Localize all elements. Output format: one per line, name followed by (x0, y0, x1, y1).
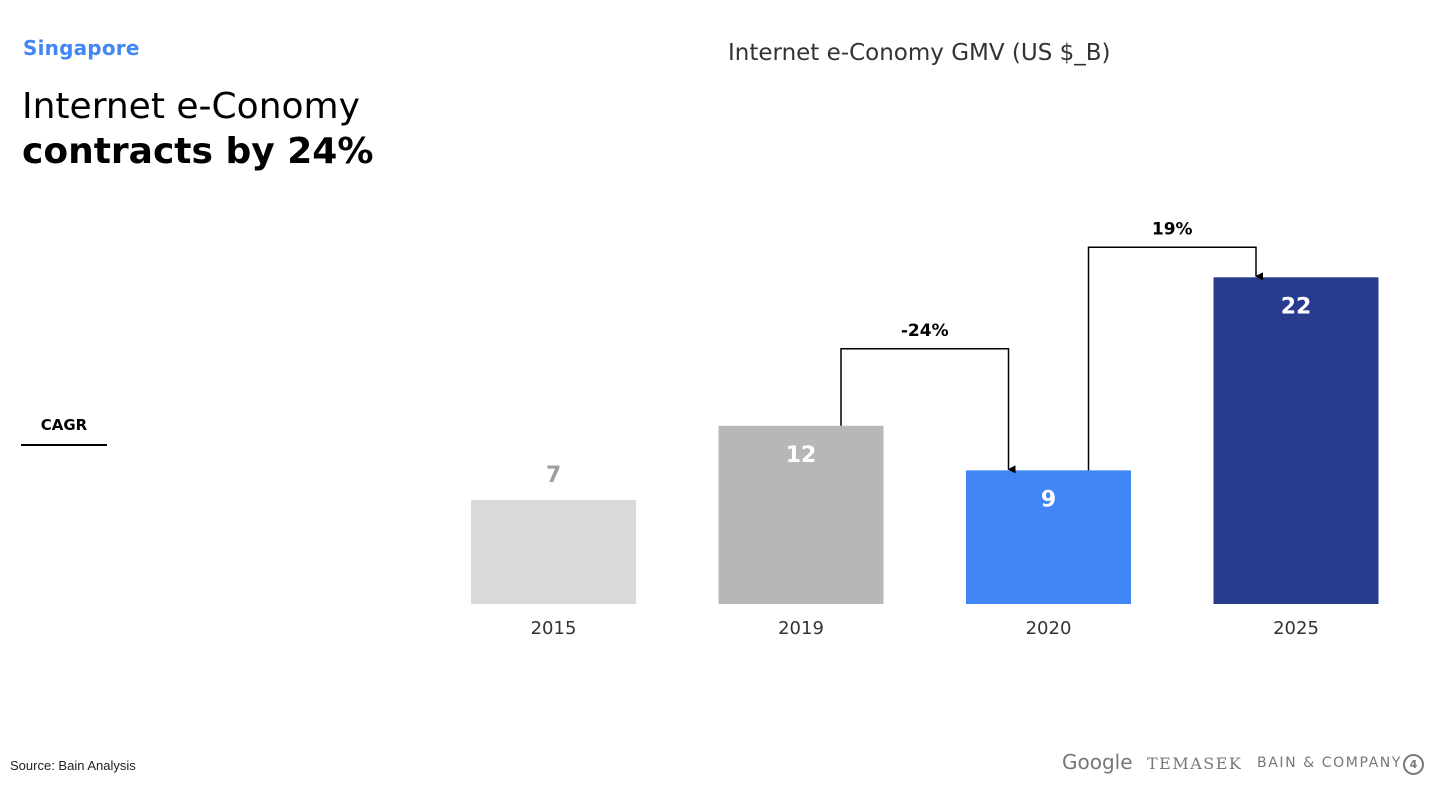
headline: Internet e-Conomy contracts by 24% (22, 84, 373, 174)
bar-2020 (966, 470, 1131, 604)
x-tick-label-2025: 2025 (1273, 618, 1319, 639)
region-label: Singapore (23, 36, 140, 60)
x-tick-label-2020: 2020 (1026, 618, 1072, 639)
bar-2015 (471, 500, 636, 604)
x-tick-label-2019: 2019 (778, 618, 824, 639)
growth-arrow-2020-2025 (1087, 246, 1263, 471)
bar-2025 (1213, 277, 1379, 604)
google-logo: Google (1062, 750, 1133, 774)
temasek-logo: TEMASEK (1147, 754, 1243, 773)
bar-2019 (718, 425, 884, 604)
headline-line-1: Internet e-Conomy (22, 86, 360, 127)
growth-label-2019-2020: -24% (901, 321, 949, 341)
x-tick-label-2015: 2015 (531, 618, 577, 639)
value-label-2019: 12 (786, 443, 817, 468)
source-note: Source: Bain Analysis (10, 758, 136, 773)
headline-line-2: contracts by 24% (22, 131, 374, 172)
growth-label-2020-2025: 19% (1152, 219, 1193, 239)
value-label-2020: 9 (1041, 487, 1056, 512)
value-label-2015: 7 (546, 463, 561, 488)
value-label-2025: 22 (1281, 294, 1312, 319)
chart-title: Internet e-Conomy GMV (US $_B) (728, 40, 1111, 66)
cagr-label: CAGR (21, 416, 107, 446)
bain-logo: BAIN & COMPANY (1257, 755, 1403, 771)
growth-arrow-2019-2020 (840, 348, 1016, 474)
bain-mark-icon: 4 (1403, 754, 1424, 775)
